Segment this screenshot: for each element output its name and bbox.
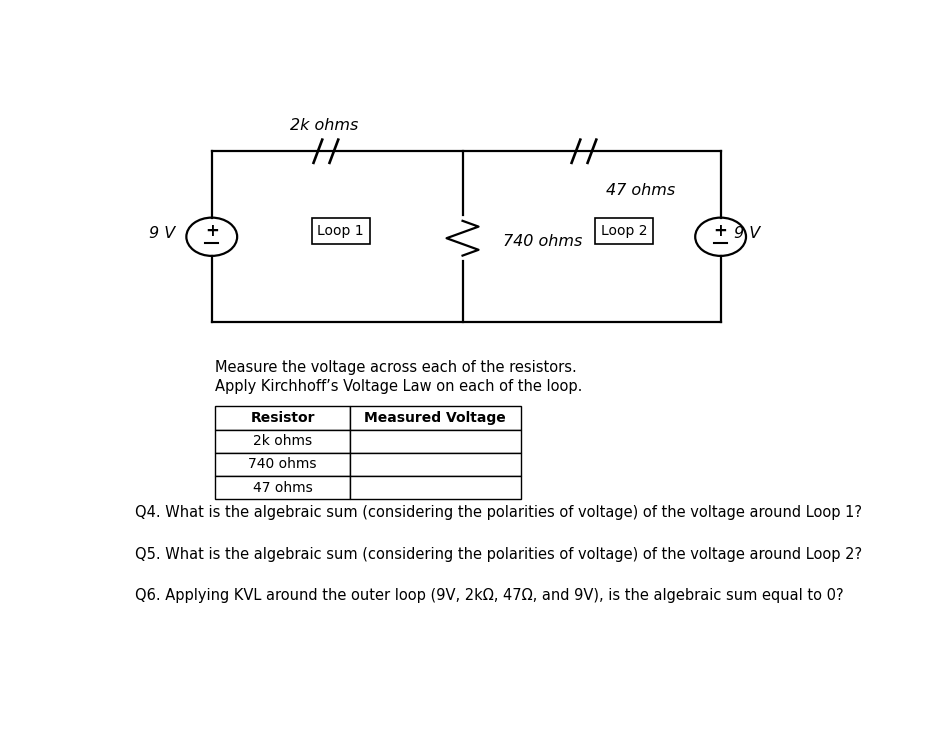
FancyBboxPatch shape [216, 476, 350, 499]
Text: Q5. What is the algebraic sum (considering the polarities of voltage) of the vol: Q5. What is the algebraic sum (consideri… [135, 547, 863, 562]
FancyBboxPatch shape [216, 407, 350, 429]
FancyBboxPatch shape [350, 407, 521, 429]
Text: +: + [204, 221, 219, 239]
Text: Apply Kirchhoff’s Voltage Law on each of the loop.: Apply Kirchhoff’s Voltage Law on each of… [216, 379, 582, 394]
Text: 2k ohms: 2k ohms [253, 434, 312, 448]
FancyBboxPatch shape [350, 429, 521, 453]
Text: 47 ohms: 47 ohms [252, 480, 312, 495]
Text: 9 V: 9 V [734, 227, 760, 242]
Text: 740 ohms: 740 ohms [249, 457, 317, 471]
FancyBboxPatch shape [216, 453, 350, 476]
Text: Loop 2: Loop 2 [601, 224, 647, 238]
Text: 2k ohms: 2k ohms [290, 117, 358, 133]
FancyBboxPatch shape [216, 429, 350, 453]
Text: Resistor: Resistor [250, 411, 315, 425]
Text: Q4. What is the algebraic sum (considering the polarities of voltage) of the vol: Q4. What is the algebraic sum (consideri… [135, 505, 862, 520]
FancyBboxPatch shape [350, 453, 521, 476]
Text: +: + [714, 221, 728, 239]
Text: Measured Voltage: Measured Voltage [365, 411, 507, 425]
FancyBboxPatch shape [350, 476, 521, 499]
Text: 9 V: 9 V [149, 227, 175, 242]
Text: 740 ohms: 740 ohms [503, 233, 582, 248]
Text: Measure the voltage across each of the resistors.: Measure the voltage across each of the r… [216, 360, 577, 375]
Text: Q6. Applying KVL around the outer loop (9V, 2kΩ, 47Ω, and 9V), is the algebraic : Q6. Applying KVL around the outer loop (… [135, 588, 844, 603]
Text: 47 ohms: 47 ohms [606, 183, 675, 198]
Text: Loop 1: Loop 1 [317, 224, 364, 238]
